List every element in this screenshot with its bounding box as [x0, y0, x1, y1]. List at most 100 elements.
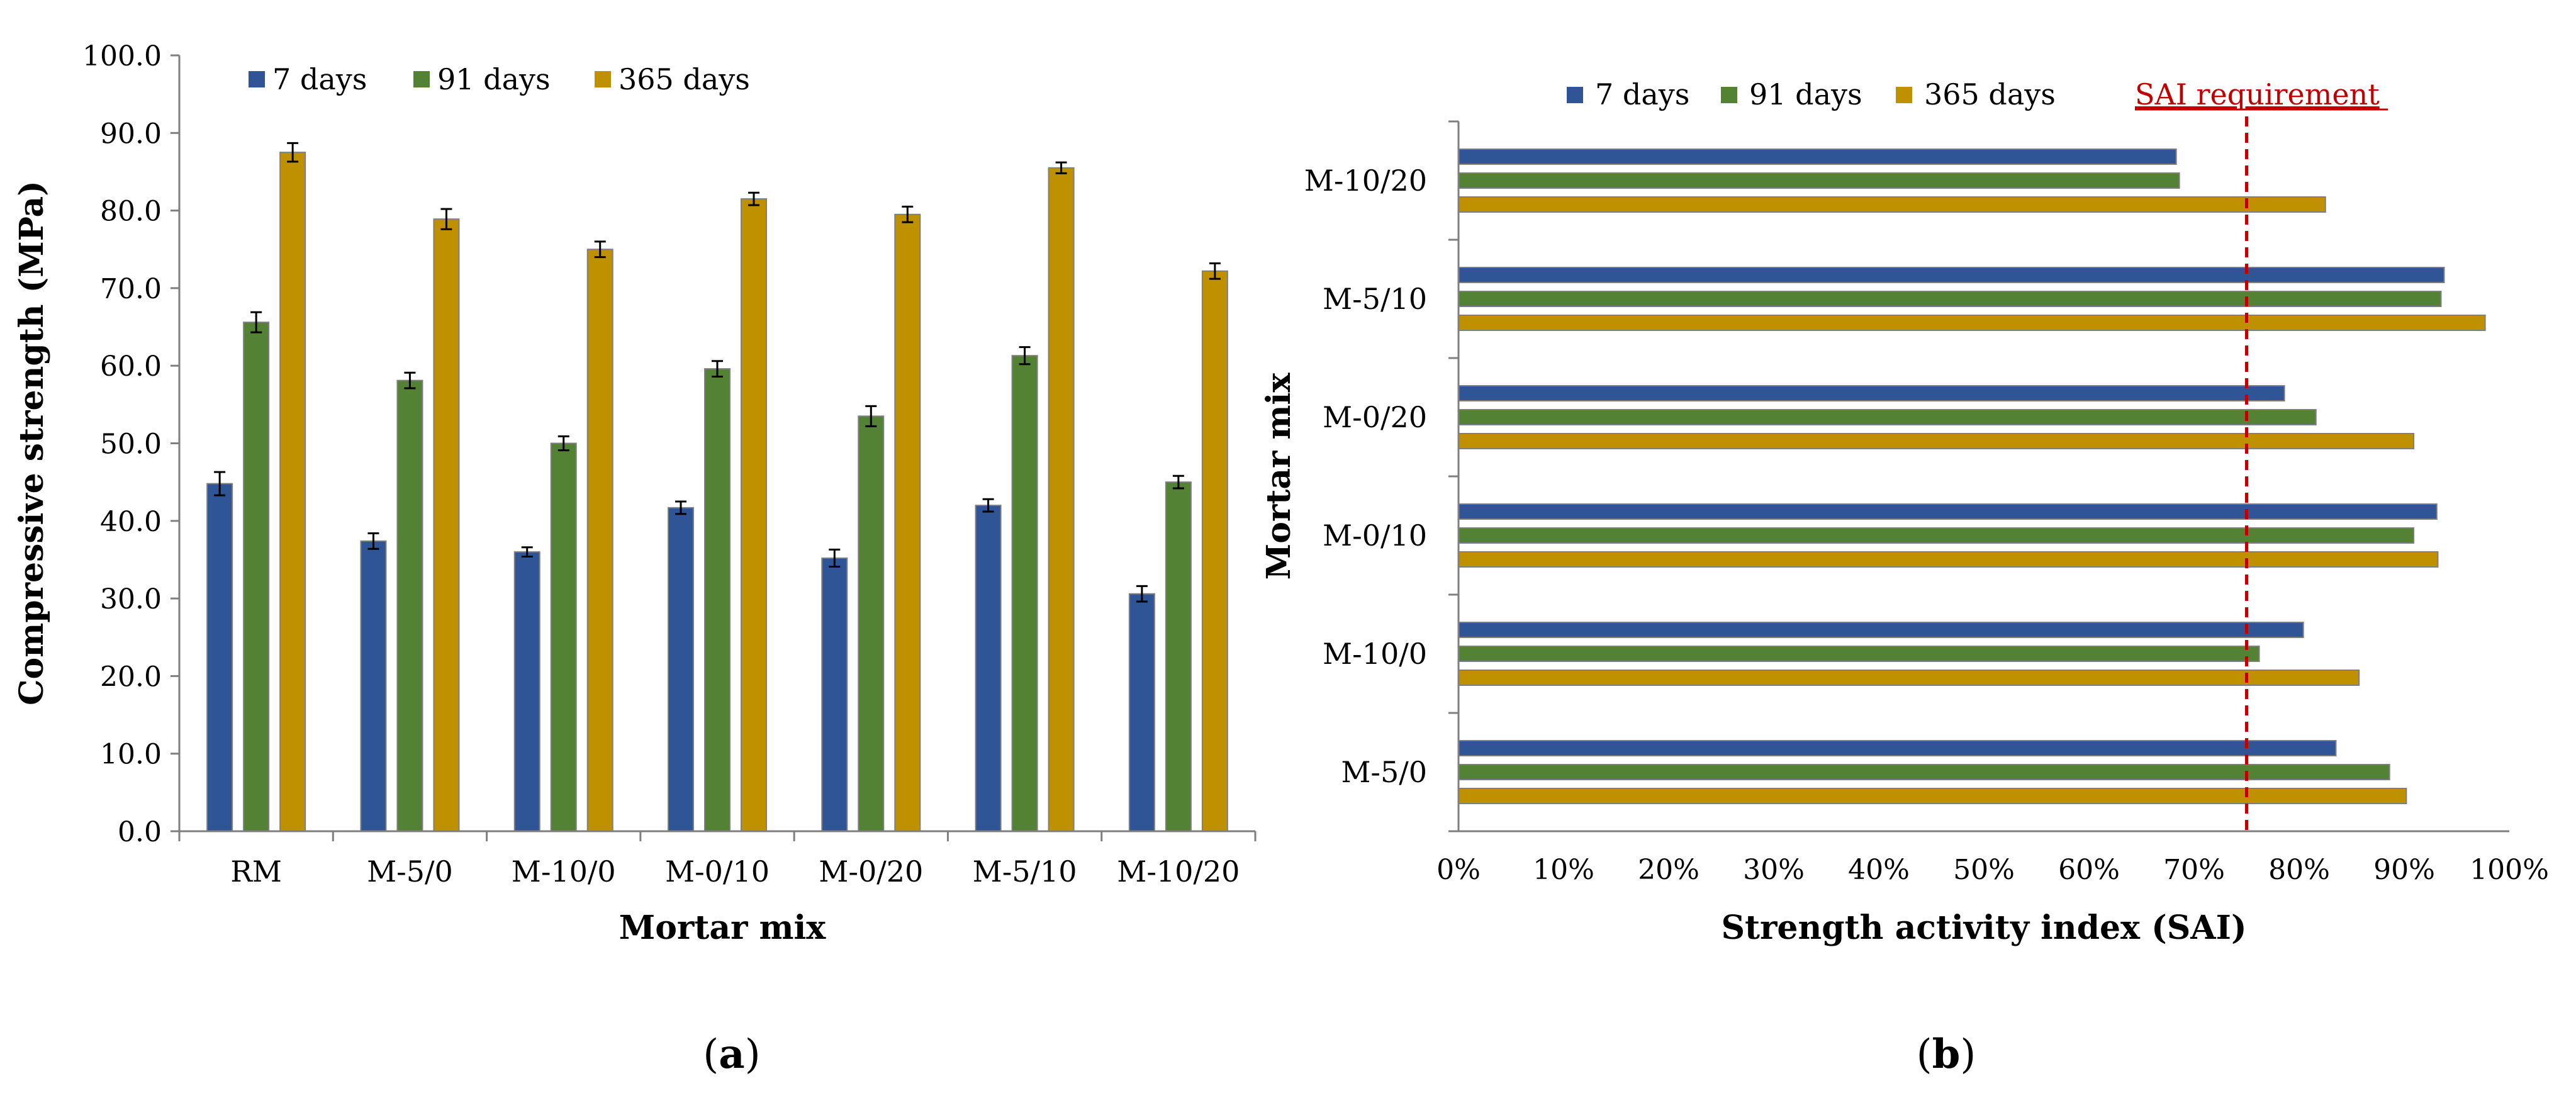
chart-a-bar-91-days-m-10-20 — [1165, 481, 1192, 832]
chart-a-legend: 7 days 91 days 365 days — [249, 62, 750, 96]
panel-b-label: (b) — [1917, 1031, 1976, 1078]
chart-a-error-bar-7-days-m-0-20 — [829, 548, 841, 568]
chart-b-x-tick-label: 90% — [2373, 854, 2435, 886]
chart-a-y-tick-label: 60.0 — [100, 350, 162, 383]
chart-b-bar-7-days-m-5-10 — [1458, 267, 2445, 283]
chart-b-legend-label-91-days: 91 days — [1749, 77, 1862, 111]
chart-b-x-tick-label: 10% — [1533, 854, 1594, 886]
chart-a-bar-7-days-m-5-0 — [360, 540, 387, 832]
chart-b-bar-91-days-m-0-20 — [1458, 409, 2317, 425]
chart-a-bar-91-days-m-0-20 — [858, 415, 885, 832]
chart-a-error-bar-365-days-m-0-10 — [748, 191, 759, 206]
chart-a-x-axis-title: Mortar mix — [619, 909, 827, 947]
chart-b-x-tick-label: 50% — [1953, 854, 2015, 886]
chart-b-bar-365-days-m-5-0 — [1458, 788, 2407, 804]
chart-b-bar-91-days-m-10-0 — [1458, 646, 2260, 662]
chart-a-legend-swatch-365-days — [595, 71, 611, 87]
chart-a-error-bar-91-days-m-10-0 — [557, 435, 569, 452]
chart-a-bar-365-days-m-5-10 — [1048, 167, 1075, 832]
chart-b-bar-365-days-m-0-20 — [1458, 433, 2415, 449]
chart-a-error-bar-7-days-m-10-20 — [1136, 585, 1148, 603]
chart-b-bar-7-days-m-10-20 — [1458, 149, 2177, 165]
chart-a-bars — [206, 152, 1228, 832]
chart-b-x-tick-label: 100% — [2470, 854, 2549, 886]
chart-a-bar-7-days-rm — [206, 483, 233, 832]
chart-a-error-bar-365-days-m-0-20 — [902, 205, 914, 223]
chart-a-y-axis-title: Compressive strength (MPa) — [13, 181, 51, 705]
chart-b-legend-label-7-days: 7 days — [1595, 77, 1689, 111]
chart-a-error-bar-365-days-m-5-0 — [440, 208, 452, 230]
chart-a-error-bar-365-days-m-5-10 — [1055, 161, 1067, 174]
chart-a-bar-365-days-m-5-0 — [433, 218, 460, 832]
chart-b-legend-label-sai-requirement: SAI requirement — [2135, 77, 2380, 111]
chart-a-bar-365-days-m-0-10 — [741, 198, 767, 832]
chart-a-error-bar-365-days-m-10-0 — [594, 240, 606, 259]
chart-a-x-tick-label: M-0/20 — [819, 855, 923, 889]
chart-b-y-axis-ticks: M-5/0 M-10/0 M-0/10 M-0/20 M-5/10 M-10/20 — [1304, 120, 1459, 832]
chart-b-legend-swatch-365-days — [1896, 87, 1912, 103]
chart-b-y-tick-label: M-5/10 — [1323, 282, 1427, 316]
chart-a-bar-365-days-m-10-0 — [586, 249, 613, 832]
chart-a-bar-7-days-m-0-20 — [821, 557, 848, 832]
chart-a-error-bar-365-days-rm — [287, 142, 299, 163]
chart-b-bar-7-days-m-0-20 — [1458, 385, 2285, 401]
chart-b-bars — [1458, 149, 2486, 804]
chart-b-x-axis-ticks: 0% 10% 20% 30% 40% 50% 60% 70% 80% 90% 100% — [1436, 854, 2549, 886]
chart-b-y-tick-label: M-0/20 — [1323, 400, 1427, 434]
chart-b-y-axis-title: Mortar mix — [1260, 373, 1298, 580]
chart-a-y-tick-label: 0.0 — [118, 816, 162, 848]
chart-a-bar-365-days-m-10-20 — [1201, 270, 1228, 832]
chart-b-legend: 7 days 91 days 365 days SAI requirement — [1567, 77, 2388, 111]
chart-a-bar-91-days-m-5-0 — [396, 379, 423, 832]
chart-a-legend-label-7-days: 7 days — [272, 62, 367, 96]
panel-a-label: (a) — [703, 1031, 760, 1078]
chart-a-y-axis-ticks: 0.0 10.0 20.0 30.0 40.0 50.0 60.0 70.0 80.0 90.0 1… — [82, 40, 179, 848]
panel-b-label-close: ) — [1960, 1031, 1976, 1078]
chart-a-x-tick-label: M-0/10 — [665, 855, 770, 889]
chart-a-error-bar-91-days-rm — [250, 311, 262, 334]
panel-a-label-open: ( — [703, 1031, 719, 1078]
chart-a-bar-7-days-m-10-20 — [1128, 593, 1155, 832]
chart-a-x-tick-label: M-5/0 — [367, 855, 453, 889]
chart-a-bar-7-days-m-5-10 — [975, 505, 1002, 832]
chart-b-x-tick-label: 0% — [1436, 854, 1481, 886]
chart-b-y-tick-label: M-10/20 — [1304, 164, 1427, 198]
chart-b-bar-91-days-m-5-0 — [1458, 764, 2390, 780]
chart-b-bar-91-days-m-0-10 — [1458, 527, 2415, 544]
chart-a-legend-swatch-91-days — [413, 71, 430, 87]
chart-b-x-tick-label: 70% — [2163, 854, 2225, 886]
chart-a-y-tick-label: 70.0 — [100, 273, 162, 305]
chart-a-y-tick-label: 50.0 — [100, 429, 162, 461]
chart-a-x-tick-label: M-10/0 — [512, 855, 616, 889]
chart-b-x-tick-label: 40% — [1848, 854, 1910, 886]
chart-b-bar-91-days-m-5-10 — [1458, 291, 2442, 307]
chart-a-y-tick-label: 20.0 — [100, 661, 162, 693]
chart-a-x-axis-ticks: RM M-5/0 M-10/0 M-0/10 M-0/20 M-5/10 M-10/20 — [178, 831, 1257, 889]
chart-b-x-tick-label: 20% — [1638, 854, 1700, 886]
chart-a-error-bar-365-days-m-10-20 — [1209, 262, 1221, 280]
chart-a-y-tick-label: 100.0 — [82, 40, 162, 72]
chart-b-bar-7-days-m-0-10 — [1458, 503, 2438, 520]
chart-a-error-bar-7-days-m-5-10 — [982, 498, 994, 513]
chart-a-error-bar-91-days-m-5-10 — [1019, 346, 1031, 366]
chart-a-bar-91-days-m-5-10 — [1011, 355, 1038, 832]
chart-a-error-bar-7-days-rm — [214, 471, 226, 496]
chart-b-bar-7-days-m-10-0 — [1458, 622, 2304, 638]
chart-a-legend-swatch-7-days — [249, 71, 265, 87]
chart-a-compressive-strength: 0.0 10.0 20.0 30.0 40.0 50.0 60.0 70.0 80.0 90.0 1… — [13, 40, 1257, 947]
panel-a-label-letter: a — [719, 1031, 744, 1078]
chart-b-y-tick-label: M-10/0 — [1323, 637, 1427, 671]
chart-a-y-tick-label: 30.0 — [100, 583, 162, 615]
chart-b-x-tick-label: 30% — [1743, 854, 1805, 886]
chart-a-x-tick-label: M-10/20 — [1117, 855, 1240, 889]
chart-b-legend-label-365-days: 365 days — [1924, 77, 2056, 111]
chart-b-bar-365-days-m-10-20 — [1458, 196, 2326, 213]
chart-b-legend-swatch-91-days — [1721, 87, 1737, 103]
chart-b-y-tick-label: M-0/10 — [1323, 519, 1427, 552]
chart-a-bar-91-days-rm — [243, 322, 270, 832]
chart-a-y-tick-label: 90.0 — [100, 118, 162, 150]
chart-b-x-tick-label: 80% — [2268, 854, 2330, 886]
chart-a-error-bar-7-days-m-10-0 — [521, 546, 533, 558]
chart-a-x-tick-label: RM — [230, 855, 282, 889]
chart-b-bar-91-days-m-10-20 — [1458, 172, 2180, 189]
